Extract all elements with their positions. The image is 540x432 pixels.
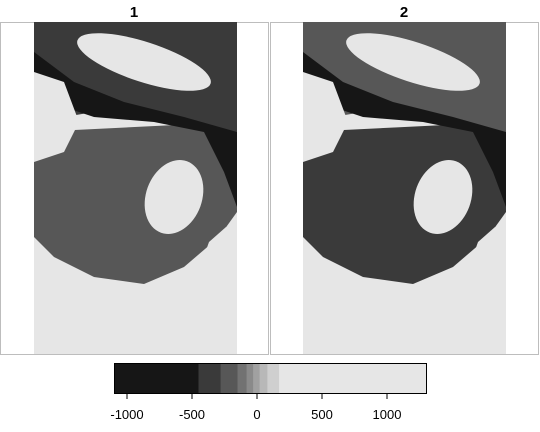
raster-1-lower-right-region bbox=[184, 227, 237, 342]
raster-1-upper-right-region bbox=[77, 33, 211, 91]
colorbar-legend: -1000 -500 0 500 1000 bbox=[110, 363, 427, 422]
colorbar-tick-label-1: -500 bbox=[179, 407, 205, 422]
colorbar-tick-label-2: 0 bbox=[253, 407, 260, 422]
colorbar-bin-8 bbox=[279, 363, 427, 393]
raster-1-dark-band-region bbox=[34, 52, 237, 207]
colorbar-frame bbox=[114, 363, 427, 394]
raster-1-center-right-region bbox=[144, 160, 204, 234]
raster-2-lower-right-region bbox=[453, 227, 506, 342]
panel-1: 1 bbox=[0, 4, 269, 355]
colorbar-bin-3 bbox=[237, 363, 248, 393]
colorbar-ticks: -1000 -500 0 500 1000 bbox=[110, 393, 401, 422]
panel-1-raster bbox=[34, 22, 237, 354]
colorbar-tick-label-4: 1000 bbox=[373, 407, 402, 422]
colorbar-bin-4 bbox=[246, 363, 254, 393]
colorbar-bin-2 bbox=[220, 363, 238, 393]
colorbar-bins bbox=[114, 363, 427, 393]
colorbar-tick-label-0: -1000 bbox=[110, 407, 143, 422]
panel-1-title: 1 bbox=[130, 4, 138, 21]
raster-1-left-light-region bbox=[34, 72, 79, 162]
panel-2: 2 bbox=[270, 4, 539, 355]
colorbar-bin-7 bbox=[267, 363, 280, 393]
colorbar-bin-1 bbox=[198, 363, 222, 393]
panel-2-raster bbox=[303, 22, 506, 354]
colorbar-bin-5 bbox=[253, 363, 261, 393]
colorbar-tick-label-3: 500 bbox=[311, 407, 333, 422]
raster-2-dark-band-region bbox=[303, 52, 506, 207]
colorbar-bin-0 bbox=[114, 363, 199, 393]
colorbar-bin-6 bbox=[259, 363, 268, 393]
raster-2-center-right-region bbox=[413, 160, 473, 234]
raster-2-left-light-region bbox=[303, 72, 348, 162]
raster-2-upper-right-region bbox=[346, 33, 480, 91]
panel-2-title: 2 bbox=[400, 4, 408, 21]
